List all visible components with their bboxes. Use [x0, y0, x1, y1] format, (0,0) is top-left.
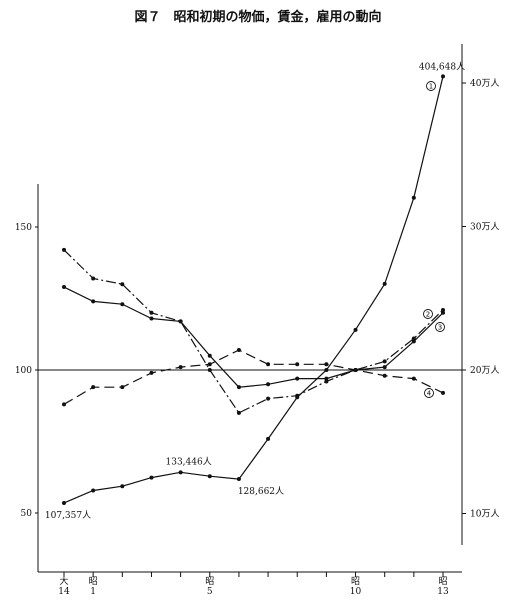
series-4-marker-number: 4: [427, 390, 432, 398]
series-4-point: [382, 373, 387, 378]
series-1-marker-number: 1: [429, 83, 433, 91]
series-1-point: [353, 327, 358, 332]
x-axis-tick-label: 14: [58, 587, 70, 597]
series-3-marker-ring: [435, 322, 445, 332]
series-1-line: [63, 76, 444, 504]
series-3-point: [266, 382, 271, 387]
series-3-point: [178, 319, 183, 324]
series-4-point: [411, 376, 416, 381]
series-4-point: [91, 385, 96, 390]
series-3-point: [324, 376, 329, 381]
series-4-point: [266, 362, 271, 367]
series-3-point: [120, 302, 125, 307]
series-2-marker-number: 2: [426, 311, 430, 319]
series-3-point: [207, 353, 212, 358]
series-2-point: [295, 393, 300, 398]
series-4-line: [63, 349, 444, 405]
series-1-point: [411, 195, 416, 200]
series-4-point: [236, 347, 241, 352]
series-1-point: [91, 488, 96, 493]
series-2-point: [324, 379, 329, 384]
series-3-line: [63, 286, 444, 388]
series-2-point: [207, 368, 212, 372]
x-axis-tick-label: 昭: [89, 576, 98, 587]
x-axis-tick-label: 13: [437, 587, 449, 597]
series-3-point: [62, 285, 66, 290]
x-axis-tick-label: 10: [350, 587, 362, 597]
series-1-point: [178, 470, 183, 475]
series-2-point: [91, 276, 96, 281]
value-annotation: 107,357人: [45, 510, 91, 521]
series-2-point: [120, 282, 125, 287]
series-1-point: [149, 475, 154, 480]
right-axis-tick-label: 40万人: [470, 78, 499, 89]
series-3-marker-number: 3: [438, 324, 442, 332]
x-axis-tick-label: 昭: [438, 576, 447, 587]
x-axis-tick-label: 1: [90, 587, 96, 597]
series-3-point: [411, 339, 416, 344]
series-1-point: [120, 484, 125, 489]
series-3-point: [149, 316, 154, 321]
left-axis-tick-label: 50: [21, 509, 33, 519]
series-3-point: [91, 299, 96, 304]
series-1-point: [382, 281, 387, 286]
series-3-point: [441, 310, 445, 315]
series-2-point: [441, 307, 445, 312]
series-4-point: [324, 362, 329, 367]
annotation-group: 1 23 4 404,648人 133,446人 128,662人 107,357人: [45, 61, 465, 521]
series-4-point: [441, 390, 445, 395]
left-axis-tick-label: 100: [15, 366, 32, 376]
series-4-point: [62, 402, 66, 407]
right-axis-tick-label: 30万人: [470, 222, 499, 233]
series-4-point: [149, 370, 154, 375]
series-4-marker-ring: [424, 388, 434, 398]
series-4-point: [295, 362, 300, 367]
series-4-point: [353, 368, 358, 372]
series-4-point: [207, 362, 212, 367]
series-1-point: [324, 368, 329, 372]
series-2-point: [62, 247, 66, 252]
series-3-point: [295, 376, 300, 381]
chart-title: 図７ 昭和初期の物価，賃金，雇用の動向: [134, 9, 381, 25]
series-2-marker-ring: [423, 309, 433, 319]
series-1-marker-ring: [426, 81, 436, 91]
x-axis-tick-label: 大: [59, 575, 68, 587]
series-2-point: [382, 359, 387, 364]
right-axis-tick-label: 10万人: [470, 509, 499, 520]
series-group: [62, 74, 445, 505]
series-1-point: [266, 436, 271, 441]
series-2-point: [266, 396, 271, 401]
series-4-point: [120, 385, 125, 390]
series-2-line: [63, 249, 444, 414]
right-axis-tick-label: 20万人: [470, 365, 499, 376]
series-4-point: [178, 365, 183, 370]
x-axis-tick-label: 5: [207, 587, 213, 597]
series-1-point: [207, 474, 212, 479]
series-3-point: [236, 385, 241, 390]
value-annotation: 128,662人: [238, 486, 284, 497]
series-3-point: [382, 365, 387, 370]
series-1-point: [62, 500, 66, 505]
series-2-point: [236, 410, 241, 415]
value-annotation: 133,446人: [166, 456, 212, 467]
x-axis-tick-label: 昭: [205, 576, 214, 587]
series-2-point: [149, 310, 154, 315]
series-1-point: [236, 477, 241, 482]
x-axis-tick-label: 昭: [351, 576, 360, 587]
series-1-point: [441, 74, 445, 79]
left-axis-tick-label: 150: [15, 223, 32, 233]
value-annotation: 404,648人: [419, 61, 465, 72]
